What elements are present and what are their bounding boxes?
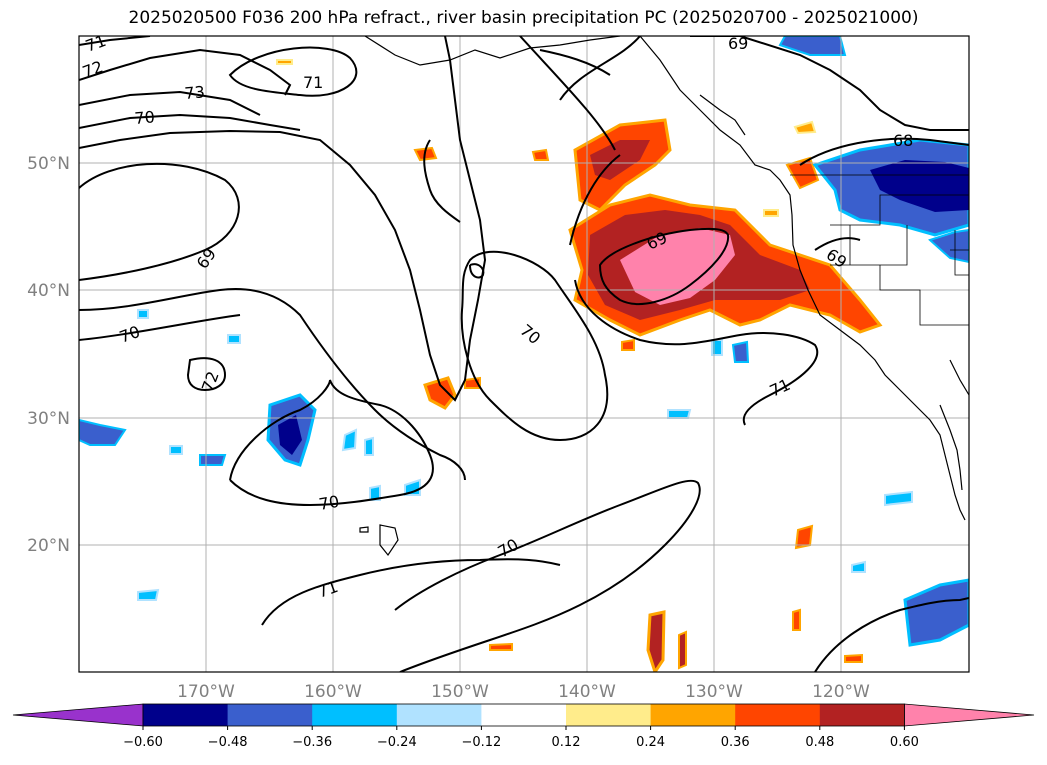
map-title: 2025020500 F036 200 hPa refract., river … (128, 8, 919, 28)
colorbar-swatch (735, 704, 821, 726)
lon-label: 150°W (431, 682, 489, 702)
contour-label: 73 (184, 82, 206, 103)
colorbar-tick-label: 0.12 (552, 735, 581, 750)
lon-label: 160°W (304, 682, 362, 702)
colorbar-tick-label: −0.24 (377, 735, 417, 750)
colorbar-tick-label: −0.12 (461, 735, 501, 750)
precip-positive-anomaly (276, 59, 883, 672)
colorbar-swatch (819, 704, 905, 726)
lon-label: 120°W (812, 682, 870, 702)
colorbar-swatch (143, 704, 229, 726)
lat-label: 20°N (27, 536, 70, 556)
map-border (78, 35, 970, 673)
colorbar-tick-label: 0.36 (721, 735, 750, 750)
colorbar-tick-label: 0.24 (636, 735, 665, 750)
colorbar-tick-label: −0.48 (208, 735, 248, 750)
contour-label: 69 (728, 34, 748, 53)
colorbar-arrow-min (12, 703, 144, 727)
colorbar-swatch (566, 704, 652, 726)
lat-label: 30°N (27, 409, 70, 429)
state-borders (790, 174, 969, 326)
refractivity-contours (79, 36, 969, 672)
colorbar-tick-label: −0.36 (292, 735, 332, 750)
contour-label: 68 (893, 131, 913, 150)
precip-negative-anomaly (79, 36, 969, 647)
colorbar-tick-label: −0.60 (123, 735, 163, 750)
colorbar: −0.60 −0.48 −0.36 −0.24 −0.12 0.12 0.24 0.36 0.4… (12, 703, 1035, 750)
contour-label: 71 (83, 31, 109, 56)
contour-label: 71 (303, 73, 323, 92)
lon-label: 140°W (558, 682, 616, 702)
contour-label: 70 (317, 492, 340, 514)
contour-label: 70 (134, 107, 156, 128)
longitude-labels: 170°W 160°W 150°W 140°W 130°W 120°W (177, 682, 870, 702)
lon-label: 130°W (685, 682, 743, 702)
colorbar-swatch (396, 704, 482, 726)
colorbar-tick-label: 0.60 (890, 735, 919, 750)
colorbar-swatch (481, 704, 567, 726)
colorbar-swatch (227, 704, 313, 726)
colorbar-swatch (312, 704, 398, 726)
lat-label: 50°N (27, 154, 70, 174)
latitude-labels: 50°N 40°N 30°N 20°N (27, 154, 70, 556)
colorbar-arrow-max (904, 703, 1035, 727)
colorbar-tick-label: 0.48 (805, 735, 834, 750)
map-background (79, 36, 969, 672)
colorbar-swatch (650, 704, 736, 726)
lon-label: 170°W (177, 682, 235, 702)
coastline (359, 36, 969, 557)
lat-label: 40°N (27, 281, 70, 301)
colorbar-outline (142, 703, 905, 727)
